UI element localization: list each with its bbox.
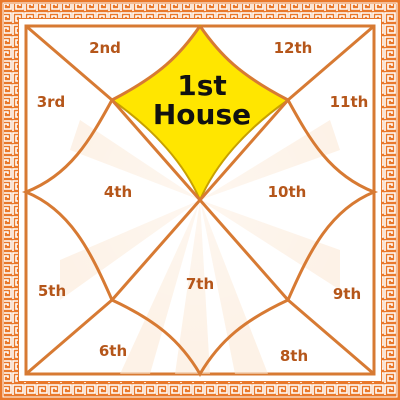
house-8-label: 8th xyxy=(280,347,308,365)
inner-curves xyxy=(21,25,379,377)
diagonal-lines xyxy=(25,24,375,376)
house-7-label: 7th xyxy=(186,275,214,293)
first-house-word: House xyxy=(153,98,251,131)
first-house-number: 1st xyxy=(177,69,227,102)
house-3-label: 3rd xyxy=(37,93,66,111)
house-2-label: 2nd xyxy=(89,39,121,57)
first-house-label: 1st House xyxy=(153,69,251,131)
house-9-label: 9th xyxy=(333,285,361,303)
house-10-label: 10th xyxy=(268,183,307,201)
house-11-label: 11th xyxy=(330,93,369,111)
house-12-label: 12th xyxy=(274,39,313,57)
house-5-label: 5th xyxy=(38,282,66,300)
chart-area xyxy=(21,24,379,377)
house-6-label: 6th xyxy=(99,342,127,360)
house-4-label: 4th xyxy=(104,183,132,201)
